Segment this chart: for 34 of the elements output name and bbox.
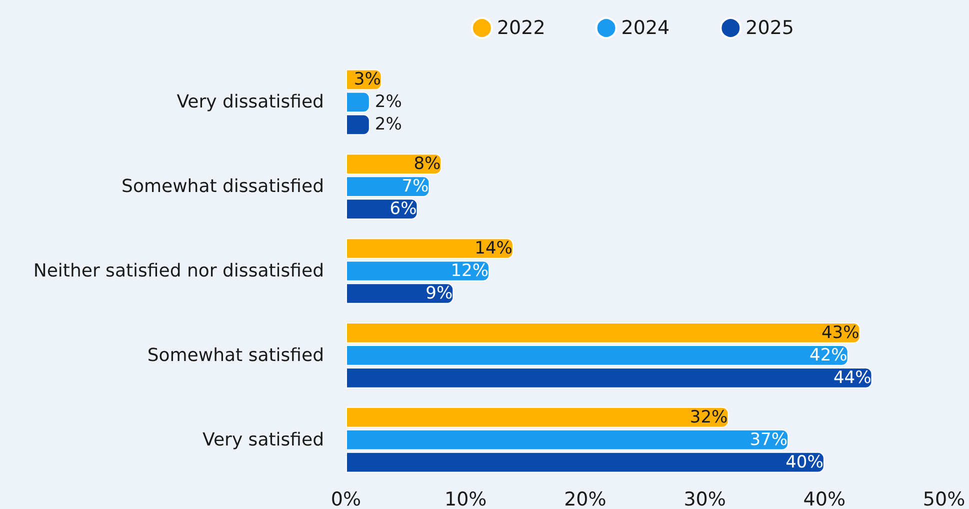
data-label: 6% <box>390 199 417 220</box>
data-label: 37% <box>750 430 788 450</box>
x-tick-label: 0% <box>330 488 362 509</box>
y-tick-label: Very dissatisfied <box>176 92 324 113</box>
legend-label: 2022 <box>496 17 546 39</box>
data-label: 44% <box>833 368 872 388</box>
y-tick-label: Somewhat dissatisfied <box>122 176 324 198</box>
data-label: 12% <box>450 261 489 281</box>
y-tick-label: Somewhat satisfied <box>147 344 324 366</box>
data-label: 40% <box>786 452 824 472</box>
x-tick-label: 30% <box>684 488 726 509</box>
x-tick-label: 20% <box>564 488 606 509</box>
x-tick-label: 40% <box>803 488 846 509</box>
x-tick-label: 50% <box>922 488 966 509</box>
bar <box>346 452 824 473</box>
data-label: 7% <box>402 176 429 197</box>
x-tick-label: 10% <box>444 488 487 509</box>
data-label: 3% <box>354 70 381 90</box>
bar <box>346 114 370 136</box>
data-label: 2% <box>374 92 402 112</box>
legend-label: 2024 <box>621 17 670 39</box>
data-label: 14% <box>474 238 512 258</box>
data-label: 42% <box>810 345 848 366</box>
data-label: 43% <box>821 322 860 343</box>
y-tick-label: Neither satisfied nor dissatisfied <box>33 260 324 282</box>
data-label: 32% <box>690 407 728 428</box>
bar <box>346 406 729 428</box>
data-label: 2% <box>374 114 402 135</box>
data-label: 9% <box>426 284 453 304</box>
legend-label: 2025 <box>746 17 794 39</box>
bar <box>346 429 789 450</box>
bar <box>346 92 370 113</box>
y-tick-label: Very satisfied <box>202 429 324 450</box>
data-label: 8% <box>414 154 441 174</box>
